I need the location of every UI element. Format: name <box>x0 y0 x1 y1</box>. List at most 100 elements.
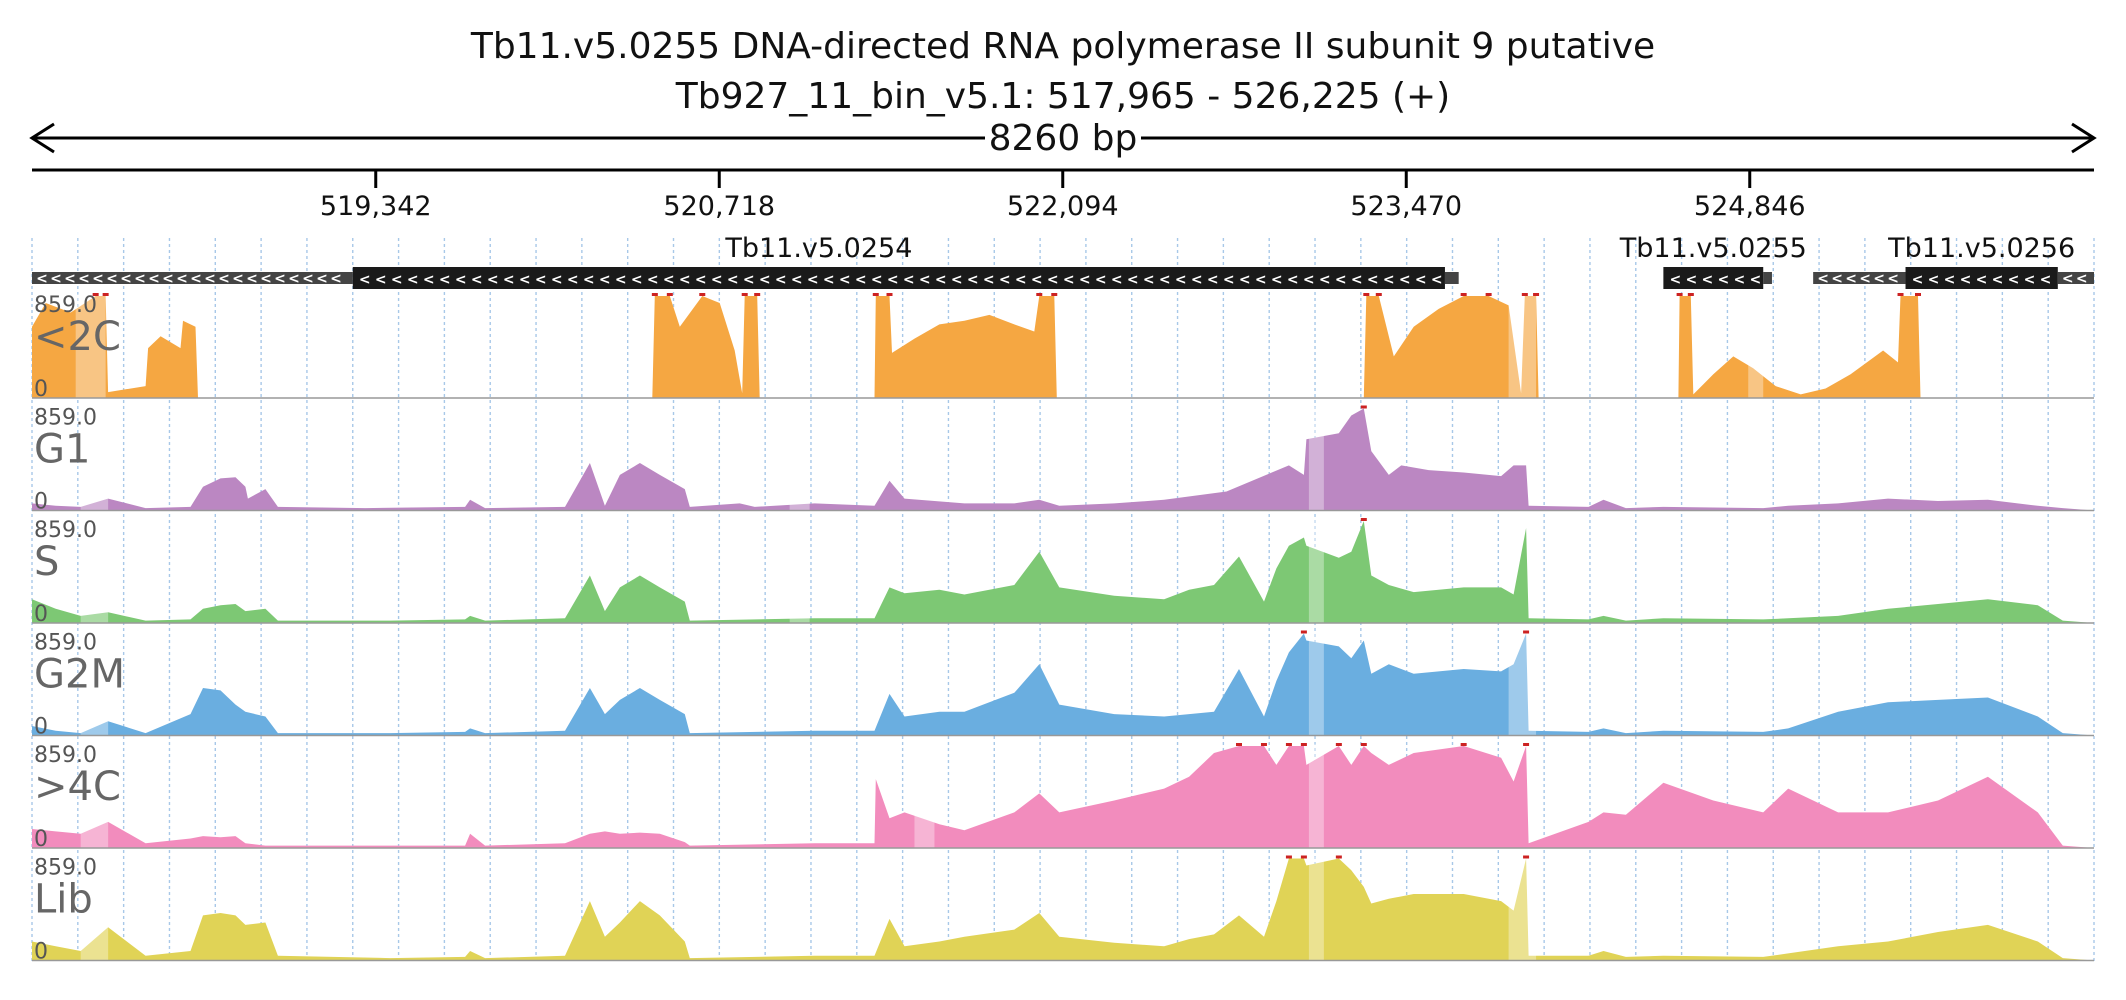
strand-chevron-icon: < <box>471 272 483 288</box>
strand-chevron-icon: < <box>375 272 387 288</box>
strand-chevron-icon: < <box>1031 272 1043 288</box>
strand-chevron-icon: < <box>967 272 979 288</box>
strand-chevron-icon: < <box>1670 272 1682 288</box>
coverage-highlight <box>1508 294 1537 398</box>
saturation-marker <box>1915 293 1922 296</box>
utr-segment <box>1813 272 1906 284</box>
strand-chevron-icon: < <box>903 272 915 288</box>
span-left-arrow-icon <box>29 122 55 154</box>
coverage-area <box>32 633 2094 736</box>
saturation-marker <box>1300 855 1307 859</box>
track-g1: 859.0 0 G1 <box>32 405 2094 515</box>
coordinate-axis: 519,342 520,718 522,094 523,470 524,846 <box>32 168 2094 222</box>
coverage-highlight <box>80 406 109 511</box>
saturation-marker <box>1687 293 1694 296</box>
track-g2m: 859.0 0 G2M <box>32 630 2094 740</box>
gene-label[interactable]: Tb11.v5.0256 <box>1887 233 2075 264</box>
coverage-highlight <box>1508 631 1537 736</box>
strand-chevron-icon: < <box>951 272 963 288</box>
strand-chevron-icon: < <box>695 272 707 288</box>
strand-chevron-icon: < <box>1127 272 1139 288</box>
coverage-highlight <box>1308 406 1324 511</box>
strand-chevron-icon: < <box>204 271 216 287</box>
strand-chevron-icon: < <box>775 272 787 288</box>
track-2c: 859.0 0 <2C <box>32 293 2094 402</box>
strand-chevron-icon: < <box>1887 271 1899 287</box>
strand-chevron-icon: < <box>1912 272 1924 288</box>
coverage-highlight <box>75 294 106 398</box>
strand-chevron-icon: < <box>1845 271 1857 287</box>
gene-body[interactable] <box>1905 267 2058 289</box>
strand-chevron-icon: < <box>1859 271 1871 287</box>
utr-segment <box>32 272 353 284</box>
strand-chevron-icon: < <box>1976 272 1988 288</box>
strand-chevron-icon: < <box>647 272 659 288</box>
strand-chevron-icon: < <box>120 271 132 287</box>
track-scale-min: 0 <box>34 715 48 740</box>
strand-chevron-icon: < <box>1047 272 1059 288</box>
strand-chevron-icon: < <box>519 272 531 288</box>
saturation-marker <box>754 293 761 296</box>
strand-chevron-icon: < <box>439 272 451 288</box>
track-lib: 859.0 0 Lib <box>32 855 2094 965</box>
track-scale-max: 859.0 <box>34 406 97 431</box>
gene-body[interactable] <box>1663 267 1764 289</box>
strand-chevron-icon: < <box>1175 272 1187 288</box>
strand-chevron-icon: < <box>759 272 771 288</box>
strand-chevron-icon: < <box>50 271 62 287</box>
strand-chevron-icon: < <box>1255 272 1267 288</box>
gene-models: < < < < < < < < < < < < < < < < < < < < < < < < < < < < < << < < < < < < < < <… <box>32 233 2094 289</box>
strand-chevron-icon: < <box>599 272 611 288</box>
axis-tick-label: 519,342 <box>320 191 432 222</box>
coverage-highlight <box>80 744 109 848</box>
strand-chevron-icon: < <box>78 271 90 287</box>
strand-chevron-icon: < <box>935 272 947 288</box>
saturation-marker <box>872 293 879 296</box>
strand-chevron-icon: < <box>2024 272 2036 288</box>
strand-chevron-icon: < <box>1686 272 1698 288</box>
gene-body[interactable] <box>352 267 1445 289</box>
strand-chevron-icon: < <box>711 272 723 288</box>
saturation-marker <box>1285 743 1292 746</box>
track-name: <2C <box>34 314 121 360</box>
coverage-area <box>32 521 2094 623</box>
strand-chevron-icon: < <box>1750 272 1762 288</box>
strand-chevron-icon: < <box>190 271 202 287</box>
strand-chevron-icon: < <box>316 271 328 287</box>
strand-chevron-icon: < <box>246 271 258 287</box>
saturation-marker <box>1335 855 1342 859</box>
saturation-marker <box>1335 743 1342 746</box>
coverage-highlight <box>1308 856 1324 961</box>
track-scale-max: 859.0 <box>34 631 97 656</box>
saturation-marker <box>666 293 673 296</box>
strand-chevron-icon: < <box>839 272 851 288</box>
strand-chevron-icon: < <box>1095 272 1107 288</box>
axis-tick-label: 522,094 <box>1007 191 1119 222</box>
strand-chevron-icon: < <box>1271 272 1283 288</box>
strand-chevron-icon: < <box>148 271 160 287</box>
strand-chevron-icon: < <box>288 271 300 287</box>
saturation-marker <box>1300 630 1307 634</box>
strand-chevron-icon: < <box>551 272 563 288</box>
utr-segment <box>1763 272 1772 284</box>
saturation-marker <box>102 293 109 296</box>
saturation-marker <box>741 293 748 296</box>
saturation-marker <box>1523 743 1530 746</box>
strand-chevron-icon: < <box>176 271 188 287</box>
coverage-highlight <box>914 744 935 848</box>
track-name: >4C <box>34 764 121 810</box>
strand-chevron-icon: < <box>1718 272 1730 288</box>
strand-chevron-icon: < <box>583 272 595 288</box>
gene-label[interactable]: Tb11.v5.0255 <box>1619 233 1807 264</box>
axis-tick-label: 523,470 <box>1350 191 1462 222</box>
coverage-highlight <box>1308 744 1324 848</box>
saturation-marker <box>1300 743 1307 746</box>
coverage-tracks: 859.00<2C859.00G1859.00S859.00G2M859.00>… <box>32 293 2094 965</box>
track-scale-max: 859.0 <box>34 518 97 543</box>
strand-chevron-icon: < <box>999 272 1011 288</box>
strand-chevron-icon: < <box>791 272 803 288</box>
saturation-marker <box>1360 518 1367 521</box>
strand-chevron-icon: < <box>1734 272 1746 288</box>
strand-chevron-icon: < <box>727 272 739 288</box>
gene-label[interactable]: Tb11.v5.0254 <box>724 233 912 264</box>
